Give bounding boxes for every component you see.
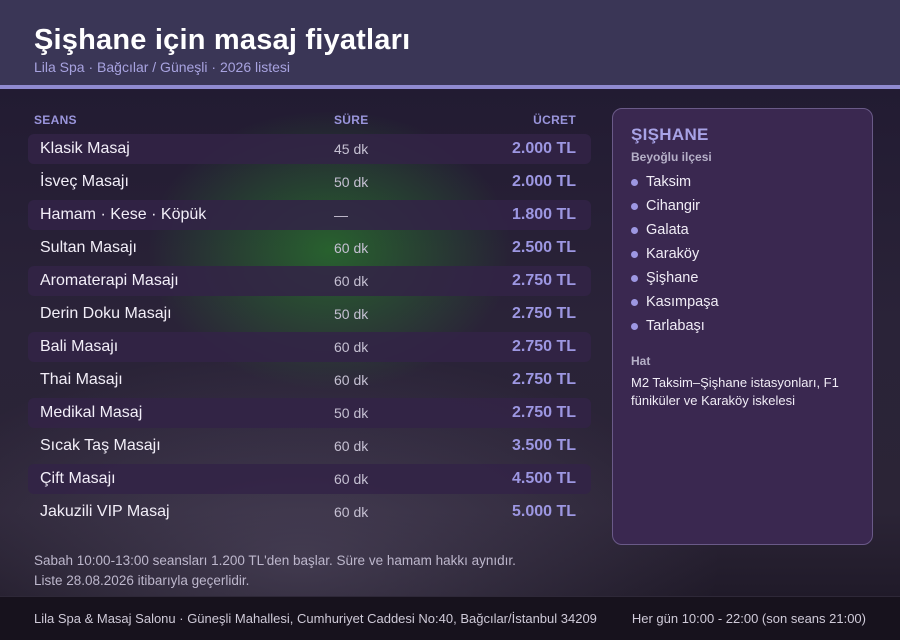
table-row: Klasik Masaj 45 dk 2.000 TL — [28, 133, 591, 164]
session-name: Thai Masajı — [40, 370, 123, 388]
transit-label: Hat — [631, 354, 651, 368]
session-duration: 60 dk — [334, 239, 369, 256]
list-item: Galata — [631, 218, 854, 242]
session-name: Hamam · Kese · Köpük — [40, 205, 207, 223]
table-row: Derin Doku Masajı 50 dk 2.750 TL — [28, 297, 591, 330]
table-row: Sultan Masajı 60 dk 2.500 TL — [28, 231, 591, 264]
column-header-session: SEANS — [34, 113, 77, 127]
table-row: Medikal Masaj 50 dk 2.750 TL — [28, 397, 591, 428]
list-item: Cihangir — [631, 194, 854, 218]
session-name: Jakuzili VIP Masaj — [40, 502, 170, 520]
table-row: Aromaterapi Masajı 60 dk 2.750 TL — [28, 265, 591, 296]
session-duration: 60 dk — [334, 272, 369, 289]
session-duration: 60 dk — [334, 470, 369, 487]
neighborhood-name: Karaköy — [646, 246, 700, 262]
district-label: Beyoğlu ilçesi — [631, 150, 712, 164]
page-subtitle: Lila Spa · Bağcılar / Güneşli · 2026 lis… — [34, 59, 291, 75]
neighborhood-name: Tarlabaşı — [646, 318, 705, 334]
bullet-icon — [631, 178, 638, 186]
table-header: SEANS SÜRE ÜCRET — [28, 108, 591, 132]
session-price: 5.000 TL — [511, 502, 576, 520]
table-row: Hamam · Kese · Köpük — 1.800 TL — [28, 199, 591, 230]
note-morning: Sabah 10:00-13:00 seansları 1.200 TL'den… — [34, 553, 516, 568]
bullet-icon — [631, 202, 638, 210]
session-price: 3.500 TL — [511, 436, 576, 454]
session-duration: — — [334, 206, 348, 223]
list-item: Taksim — [631, 170, 854, 194]
session-name: Derin Doku Masajı — [40, 304, 172, 322]
bullet-icon — [631, 274, 638, 282]
transit-text: M2 Taksim–Şişhane istasyonları, F1 fünik… — [631, 375, 839, 408]
page-title: Şişhane için masaj fiyatları — [34, 24, 411, 56]
session-price: 2.500 TL — [511, 238, 576, 256]
note-validity: Liste 28.08.2026 itibarıyla geçerlidir. — [34, 573, 250, 588]
neighborhood-list: Taksim Cihangir Galata Karaköy Şişhane K… — [631, 170, 854, 338]
list-item: Karaköy — [631, 242, 854, 266]
neighborhood-name: Galata — [646, 222, 689, 238]
table-row: İsveç Masajı 50 dk 2.000 TL — [28, 165, 591, 198]
table-row: Çift Masajı 60 dk 4.500 TL — [28, 463, 591, 494]
session-price: 4.500 TL — [511, 469, 576, 487]
page-footer: Lila Spa & Masaj Salonu · Güneşli Mahall… — [0, 596, 900, 640]
list-item: Tarlabaşı — [631, 314, 854, 338]
panel-title: ŞIŞHANE — [631, 125, 709, 144]
session-name: İsveç Masajı — [40, 172, 129, 190]
price-notes: Sabah 10:00-13:00 seansları 1.200 TL'den… — [34, 551, 516, 591]
session-name: Medikal Masaj — [40, 403, 143, 421]
page-header: Şişhane için masaj fiyatları Lila Spa · … — [0, 0, 900, 89]
session-name: Çift Masajı — [40, 469, 116, 487]
session-duration: 50 dk — [334, 173, 369, 190]
session-price: 2.750 TL — [511, 304, 576, 322]
table-body: Klasik Masaj 45 dk 2.000 TL İsveç Masajı… — [28, 133, 591, 529]
session-name: Sultan Masajı — [40, 238, 137, 256]
location-panel: ŞIŞHANE Beyoğlu ilçesi Taksim Cihangir G… — [612, 108, 873, 545]
bullet-icon — [631, 226, 638, 234]
session-price: 2.750 TL — [511, 370, 576, 388]
footer-hours: Her gün 10:00 - 22:00 (son seans 21:00) — [631, 611, 866, 626]
session-duration: 60 dk — [334, 371, 369, 388]
bullet-icon — [631, 250, 638, 258]
table-row: Sıcak Taş Masajı 60 dk 3.500 TL — [28, 429, 591, 462]
session-name: Bali Masajı — [40, 337, 119, 355]
session-name: Sıcak Taş Masajı — [40, 436, 161, 454]
session-price: 1.800 TL — [511, 205, 576, 223]
session-price: 2.000 TL — [511, 139, 576, 157]
table-row: Bali Masajı 60 dk 2.750 TL — [28, 331, 591, 362]
column-header-price: ÜCRET — [533, 113, 576, 127]
session-duration: 45 dk — [334, 140, 369, 157]
session-duration: 50 dk — [334, 305, 369, 322]
price-table: SEANS SÜRE ÜCRET Klasik Masaj 45 dk 2.00… — [28, 108, 591, 528]
session-name: Klasik Masaj — [40, 139, 130, 157]
session-duration: 60 dk — [334, 338, 369, 355]
neighborhood-name: Şişhane — [646, 270, 699, 286]
session-price: 2.750 TL — [511, 403, 576, 421]
neighborhood-name: Taksim — [646, 174, 692, 190]
list-item: Şişhane — [631, 266, 854, 290]
neighborhood-name: Kasımpaşa — [646, 294, 719, 310]
session-price: 2.000 TL — [511, 172, 576, 190]
session-duration: 50 dk — [334, 404, 369, 421]
session-name: Aromaterapi Masajı — [40, 271, 179, 289]
bullet-icon — [631, 298, 638, 306]
session-price: 2.750 TL — [511, 337, 576, 355]
column-header-duration: SÜRE — [334, 113, 369, 127]
table-row: Thai Masajı 60 dk 2.750 TL — [28, 363, 591, 396]
session-price: 2.750 TL — [511, 271, 576, 289]
session-duration: 60 dk — [334, 437, 369, 454]
table-row: Jakuzili VIP Masaj 60 dk 5.000 TL — [28, 495, 591, 528]
neighborhood-name: Cihangir — [646, 198, 700, 214]
session-duration: 60 dk — [334, 503, 369, 520]
footer-address: Lila Spa & Masaj Salonu · Güneşli Mahall… — [34, 611, 597, 626]
list-item: Kasımpaşa — [631, 290, 854, 314]
bullet-icon — [631, 322, 638, 330]
